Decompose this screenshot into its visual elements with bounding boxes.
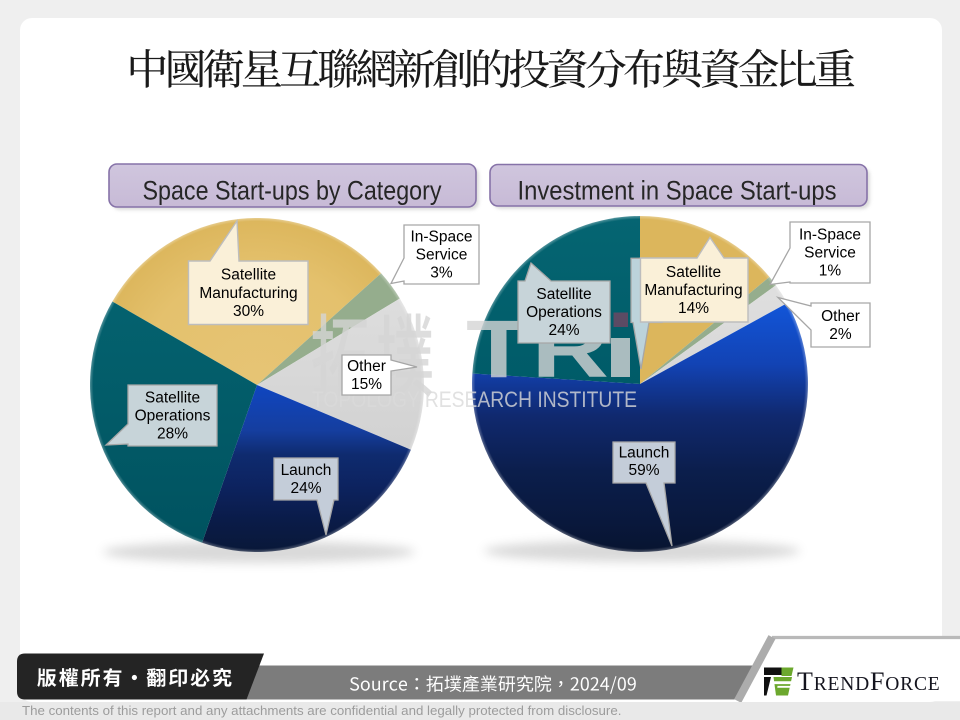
svg-text:59%: 59% — [628, 462, 659, 479]
svg-text:Investment in Space Start-ups: Investment in Space Start-ups — [518, 176, 837, 206]
svg-text:The contents of this report an: The contents of this report and any atta… — [22, 703, 621, 718]
svg-text:In-Space: In-Space — [799, 226, 861, 243]
svg-text:2%: 2% — [829, 326, 852, 343]
svg-text:Launch: Launch — [619, 445, 670, 462]
svg-text:Service: Service — [416, 247, 468, 264]
svg-text:Other: Other — [347, 358, 386, 375]
svg-text:Operations: Operations — [526, 304, 602, 321]
svg-text:15%: 15% — [351, 376, 382, 393]
svg-text:Manufacturing: Manufacturing — [199, 285, 297, 302]
svg-text:Launch: Launch — [281, 462, 332, 479]
svg-text:28%: 28% — [157, 426, 188, 443]
svg-text:TRENDFORCE: TRENDFORCE — [797, 667, 940, 696]
svg-text:24%: 24% — [290, 480, 321, 497]
svg-text:Satellite: Satellite — [536, 286, 591, 303]
svg-text:Satellite: Satellite — [221, 267, 276, 284]
svg-text:In-Space: In-Space — [410, 228, 472, 245]
svg-text:Operations: Operations — [135, 408, 211, 425]
svg-text:14%: 14% — [678, 300, 709, 317]
svg-text:Service: Service — [804, 245, 856, 262]
svg-text:24%: 24% — [548, 322, 579, 339]
svg-text:Manufacturing: Manufacturing — [644, 282, 742, 299]
svg-text:Satellite: Satellite — [666, 264, 721, 281]
svg-text:Space Start-ups by Category: Space Start-ups by Category — [143, 176, 442, 206]
svg-text:Other: Other — [821, 308, 860, 325]
svg-text:Satellite: Satellite — [145, 389, 200, 406]
svg-text:3%: 3% — [430, 265, 453, 282]
svg-text:1%: 1% — [819, 263, 842, 280]
svg-text:30%: 30% — [233, 303, 264, 320]
